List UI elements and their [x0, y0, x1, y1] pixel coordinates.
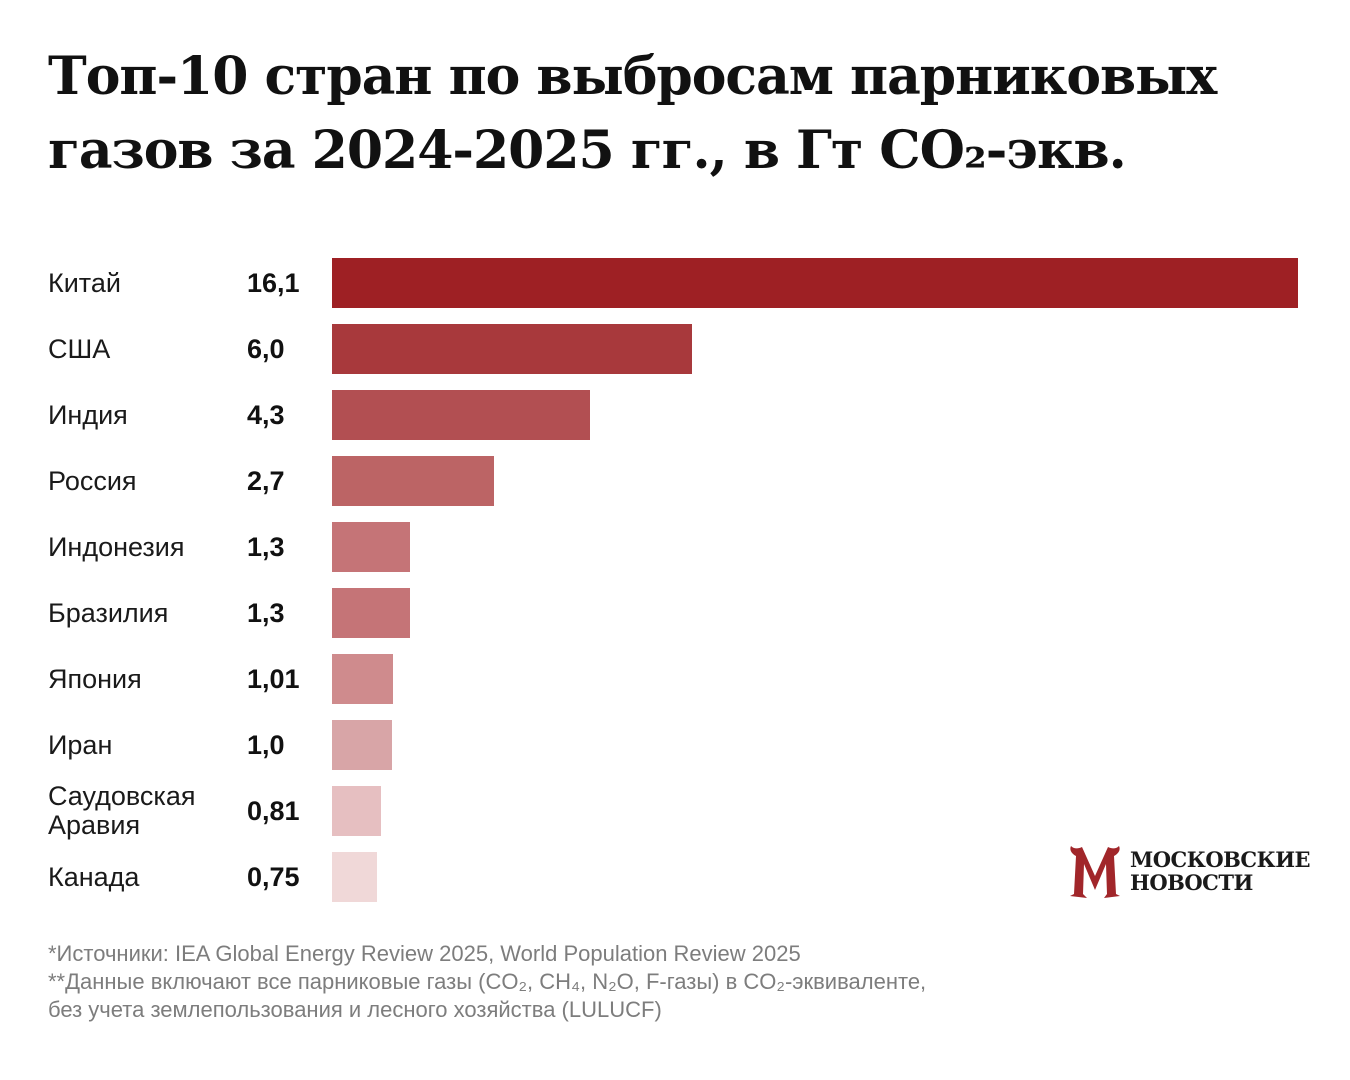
footnotes: *Источники: IEA Global Energy Review 202… [48, 940, 1048, 1024]
bar-row: Иран 1,0 [0, 720, 1350, 770]
logo-m-icon [1064, 840, 1126, 902]
footnote-data-scope-continued: без учета землепользования и лесного хоз… [48, 997, 662, 1022]
chart-title-line-1: Топ-10 стран по выбросам парниковых [48, 46, 1217, 107]
bar [332, 522, 410, 572]
logo-line-2: НОВОСТИ [1130, 870, 1253, 895]
data-label: 1,01 [247, 663, 300, 694]
category-label: США [48, 333, 111, 364]
data-label: 1,0 [247, 729, 285, 760]
data-label: 6,0 [247, 333, 285, 364]
data-label: 1,3 [247, 531, 285, 562]
chart-title: Топ-10 стран по выбросам парниковых газо… [48, 40, 1308, 188]
bar-row: Россия 2,7 [0, 456, 1350, 506]
bar-row: Канада 0,75 [0, 852, 1350, 902]
bar-row: Индонезия 1,3 [0, 522, 1350, 572]
category-label: Канада [48, 861, 140, 892]
footnote-data-scope: **Данные включают все парниковые газы (C… [48, 969, 927, 994]
category-label: Бразилия [48, 597, 169, 628]
bar [332, 390, 590, 440]
category-label: Япония [48, 663, 142, 694]
category-label: Китай [48, 267, 121, 298]
bar [332, 720, 392, 770]
data-label: 4,3 [247, 399, 285, 430]
logo-line-1: МОСКОВСКИЕ [1130, 847, 1311, 872]
bar-row: США 6,0 [0, 324, 1350, 374]
bar-row: Индия 4,3 [0, 390, 1350, 440]
bar-row: Бразилия 1,3 [0, 588, 1350, 638]
data-label: 2,7 [247, 465, 285, 496]
bar [332, 786, 381, 836]
footnote-sources: *Источники: IEA Global Energy Review 202… [48, 941, 801, 966]
data-label: 0,81 [247, 795, 300, 826]
bar [332, 258, 1298, 308]
data-label: 16,1 [247, 267, 300, 298]
category-label: Иран [48, 729, 113, 760]
category-label: Индонезия [48, 531, 185, 562]
data-label: 1,3 [247, 597, 285, 628]
bar [332, 324, 692, 374]
category-label: Индия [48, 399, 128, 430]
bar [332, 852, 377, 902]
publisher-logo: МОСКОВСКИЕ НОВОСТИ [1064, 840, 1311, 902]
chart-title-line-2: газов за 2024-2025 гг., в Гт CO₂-экв. [48, 120, 1127, 181]
bar-row: Япония 1,01 [0, 654, 1350, 704]
bar [332, 456, 494, 506]
logo-wordmark: МОСКОВСКИЕ НОВОСТИ [1130, 847, 1311, 895]
bar-row: Китай 16,1 [0, 258, 1350, 308]
bar-row: Саудовская Аравия 0,81 [0, 781, 1350, 840]
data-label: 0,75 [247, 861, 300, 892]
bar [332, 588, 410, 638]
bar [332, 654, 393, 704]
category-label: Россия [48, 465, 137, 496]
category-label: Саудовская Аравия [48, 781, 196, 840]
